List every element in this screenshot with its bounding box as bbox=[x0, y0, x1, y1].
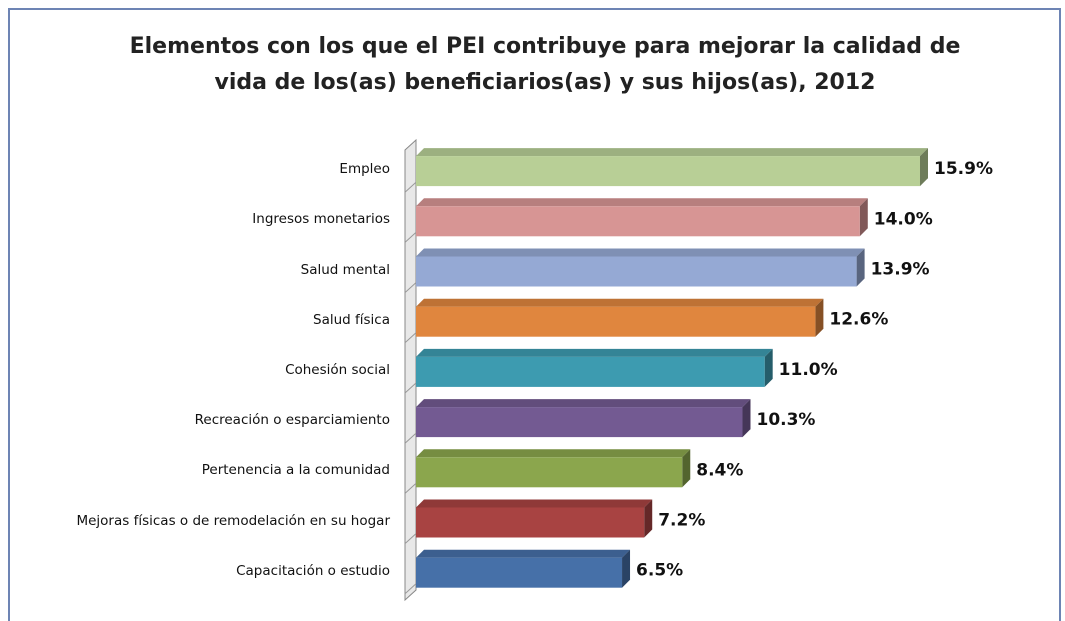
frame bbox=[8, 8, 1061, 621]
bar-top bbox=[416, 198, 868, 207]
category-label: Salud física bbox=[313, 311, 390, 328]
value-label: 8.4% bbox=[696, 460, 743, 480]
value-label: 13.9% bbox=[871, 260, 930, 280]
category-label: Pertenencia a la comunidad bbox=[201, 462, 390, 479]
bar-top bbox=[416, 148, 928, 157]
value-label: 15.9% bbox=[934, 159, 993, 179]
category-label: Mejoras físicas o de remodelación en su … bbox=[76, 512, 390, 529]
row-divider bbox=[404, 432, 417, 444]
category-label-box: Pertenencia a la comunidad bbox=[50, 448, 390, 492]
category-label-box: Salud física bbox=[50, 298, 390, 342]
bar bbox=[416, 457, 683, 488]
axis-wall bbox=[404, 138, 417, 602]
category-label-box: Recreación o esparciamiento bbox=[50, 398, 390, 442]
bar-top bbox=[416, 549, 631, 558]
bar bbox=[416, 407, 743, 438]
bar-top bbox=[416, 248, 865, 257]
category-label: Ingresos monetarios bbox=[252, 211, 390, 228]
bar-top bbox=[416, 499, 653, 508]
bar-side bbox=[622, 549, 631, 588]
row-divider bbox=[404, 533, 417, 544]
category-label: Recreación o esparciamiento bbox=[194, 412, 390, 429]
bar bbox=[416, 557, 623, 588]
category-label-box: Salud mental bbox=[50, 248, 390, 292]
value-label: 7.2% bbox=[658, 511, 705, 531]
bar-side bbox=[859, 198, 868, 237]
bar-side bbox=[682, 449, 691, 488]
bar bbox=[416, 156, 920, 187]
category-label-box: Mejoras físicas o de remodelación en su … bbox=[50, 499, 390, 543]
category-label: Capacitación o estudio bbox=[236, 562, 390, 579]
category-label: Salud mental bbox=[300, 261, 390, 278]
bar-side bbox=[920, 148, 928, 187]
category-label-box: Empleo bbox=[50, 147, 390, 191]
category-label-box: Capacitación o estudio bbox=[50, 549, 390, 593]
bar-top bbox=[416, 399, 751, 408]
bar-side bbox=[815, 298, 824, 337]
bar-top bbox=[416, 348, 773, 357]
bar-side bbox=[856, 248, 865, 287]
chart-title: Elementos con los que el PEI contribuye … bbox=[129, 34, 961, 59]
category-label: Cohesión social bbox=[285, 361, 390, 378]
row-divider bbox=[404, 332, 417, 344]
value-label: 12.6% bbox=[829, 310, 888, 330]
bar-side bbox=[742, 399, 751, 438]
row-divider bbox=[404, 181, 417, 193]
category-label-box: Cohesión social bbox=[50, 348, 390, 392]
bar-top bbox=[416, 298, 824, 307]
row-divider bbox=[404, 483, 417, 494]
category-label-box: Ingresos monetarios bbox=[50, 197, 390, 241]
value-label: 14.0% bbox=[874, 209, 933, 229]
bar-side bbox=[644, 499, 653, 538]
value-label: 11.0% bbox=[779, 360, 838, 380]
bar bbox=[416, 507, 645, 538]
value-label: 10.3% bbox=[756, 410, 815, 430]
bar-side bbox=[764, 348, 773, 387]
value-label: 6.5% bbox=[636, 561, 683, 581]
category-label: Empleo bbox=[339, 161, 390, 178]
bar-top bbox=[416, 449, 691, 458]
bar bbox=[416, 206, 860, 237]
row-divider bbox=[404, 282, 417, 293]
bar bbox=[416, 306, 816, 337]
bar bbox=[416, 256, 857, 287]
row-divider bbox=[404, 583, 417, 595]
row-divider bbox=[404, 382, 417, 394]
chart-title: vida de los(as) beneficiarios(as) y sus … bbox=[214, 70, 876, 95]
bar bbox=[416, 356, 765, 387]
row-divider bbox=[404, 232, 417, 243]
